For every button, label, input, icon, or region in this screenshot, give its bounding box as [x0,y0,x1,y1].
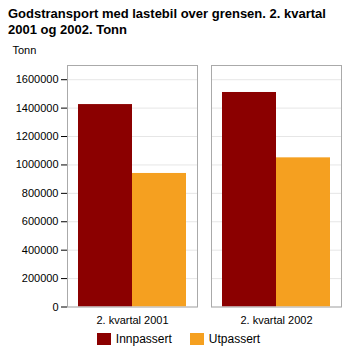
svg-text:2. kvartal 2001: 2. kvartal 2001 [96,313,168,325]
svg-text:0: 0 [52,300,58,312]
html-text:Utpassert: Utpassert [208,332,261,346]
svg-text:800000: 800000 [22,186,59,198]
svg-text:Tonn: Tonn [13,44,37,56]
svg-text:1200000: 1200000 [16,130,59,142]
svg-text:1600000: 1600000 [16,73,59,85]
svg-text:200000: 200000 [22,272,59,284]
svg-text:2. kvartal 2002: 2. kvartal 2002 [240,313,312,325]
html-text:Godstransport med lastebil ove: Godstransport med lastebil over grensen.… [8,6,326,38]
svg-text:600000: 600000 [22,215,59,227]
html-text:Innpassert: Innpassert [115,332,172,346]
svg-text:400000: 400000 [22,243,59,255]
svg-text:1400000: 1400000 [16,101,59,113]
svg-text:1000000: 1000000 [16,158,59,170]
